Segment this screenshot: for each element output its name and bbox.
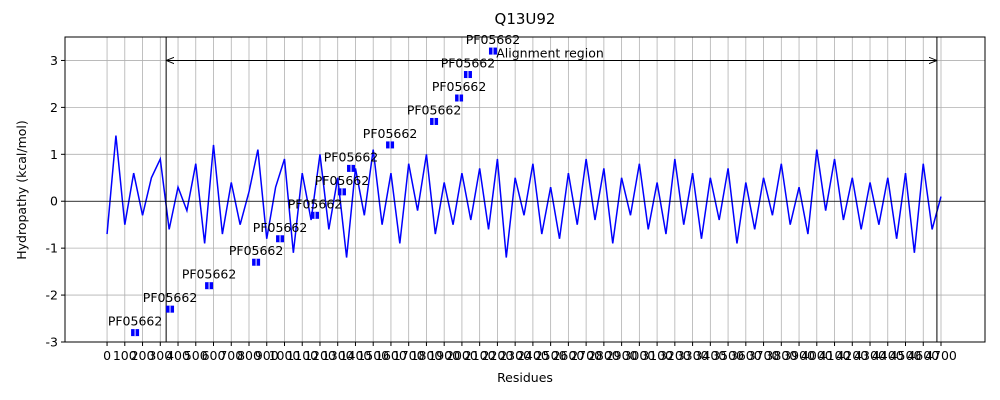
x-tick-label: 2900	[606, 348, 638, 363]
x-tick-label: 4100	[819, 348, 851, 363]
x-tick-label: 1000	[269, 348, 301, 363]
x-tick-label: 2800	[588, 348, 620, 363]
x-tick-label: 3100	[641, 348, 673, 363]
chart-title: Q13U92	[495, 10, 556, 28]
x-tick-label: 4700	[925, 348, 957, 363]
x-axis-label: Residues	[497, 370, 553, 385]
x-tick-label: 300	[148, 348, 172, 363]
x-tick-label: 1600	[375, 348, 407, 363]
region-label: Alignment region	[496, 45, 604, 60]
x-tick-label: 3900	[783, 348, 815, 363]
domain-label: PF05662	[466, 32, 521, 47]
y-tick-label: 2	[50, 100, 58, 115]
plot-frame	[64, 36, 986, 343]
domain-label: PF05662	[432, 79, 487, 94]
x-tick-label: 200	[131, 348, 155, 363]
domain-label: PF05662	[363, 126, 418, 141]
x-tick-label: 400	[166, 348, 190, 363]
x-tick-label: 2200	[482, 348, 514, 363]
x-tick-label: 4000	[801, 348, 833, 363]
x-tick-label: 1800	[411, 348, 443, 363]
x-tick-label: 100	[113, 348, 137, 363]
x-tick-label: 1900	[428, 348, 460, 363]
x-tick-label: 4200	[836, 348, 868, 363]
x-tick-label: 4300	[854, 348, 886, 363]
domain-label: PF05662	[143, 290, 198, 305]
domain-label: PF05662	[253, 220, 308, 235]
x-tick-label: 2100	[464, 348, 496, 363]
x-tick-label: 3500	[712, 348, 744, 363]
x-tick-label: 600	[202, 348, 226, 363]
x-tick-label: 3800	[765, 348, 797, 363]
domain-label: PF05662	[324, 149, 379, 164]
x-tick-label: 3300	[677, 348, 709, 363]
x-tick-label: 4600	[907, 348, 939, 363]
domain-label: PF05662	[315, 173, 370, 188]
x-tick-label: 500	[184, 348, 208, 363]
domain-label: PF05662	[407, 102, 462, 117]
x-tick-label: 3600	[730, 348, 762, 363]
x-tick-label: 2400	[517, 348, 549, 363]
x-tick-label: 3400	[694, 348, 726, 363]
y-tick-label: 0	[50, 194, 58, 209]
x-tick-label: 2300	[499, 348, 531, 363]
domain-label: PF05662	[108, 314, 163, 329]
y-tick-label: -3	[46, 335, 58, 350]
domain-label: PF05662	[441, 56, 496, 71]
hydropathy-line	[106, 135, 942, 258]
x-tick-label: 1300	[322, 348, 354, 363]
x-tick-label: 800	[237, 348, 261, 363]
x-tick-label: 3000	[623, 348, 655, 363]
y-tick-label: -1	[46, 241, 58, 256]
domain-label: PF05662	[288, 196, 343, 211]
x-tick-label: 1100	[286, 348, 318, 363]
x-tick-label: 4400	[872, 348, 904, 363]
y-tick-label: -2	[46, 288, 58, 303]
x-tick-label: 2600	[552, 348, 584, 363]
x-tick-label: 2700	[570, 348, 602, 363]
x-tick-label: 1400	[340, 348, 372, 363]
domain-label: PF05662	[229, 243, 284, 258]
x-tick-label: 1200	[304, 348, 336, 363]
x-tick-label: 3700	[748, 348, 780, 363]
domain-label: PF05662	[182, 267, 237, 282]
x-tick-label: 2000	[446, 348, 478, 363]
y-axis-label: Hydropathy (kcal/mol)	[14, 120, 29, 260]
x-tick-label: 900	[255, 348, 279, 363]
x-tick-label: 2500	[535, 348, 567, 363]
x-tick-label: 4500	[890, 348, 922, 363]
x-tick-label: 1500	[357, 348, 389, 363]
x-tick-label: 3200	[659, 348, 691, 363]
y-tick-label: 1	[50, 147, 58, 162]
x-tick-label: 700	[219, 348, 243, 363]
y-tick-label: 3	[50, 53, 58, 68]
x-tick-label: 1700	[393, 348, 425, 363]
x-tick-label: 0	[103, 348, 111, 363]
